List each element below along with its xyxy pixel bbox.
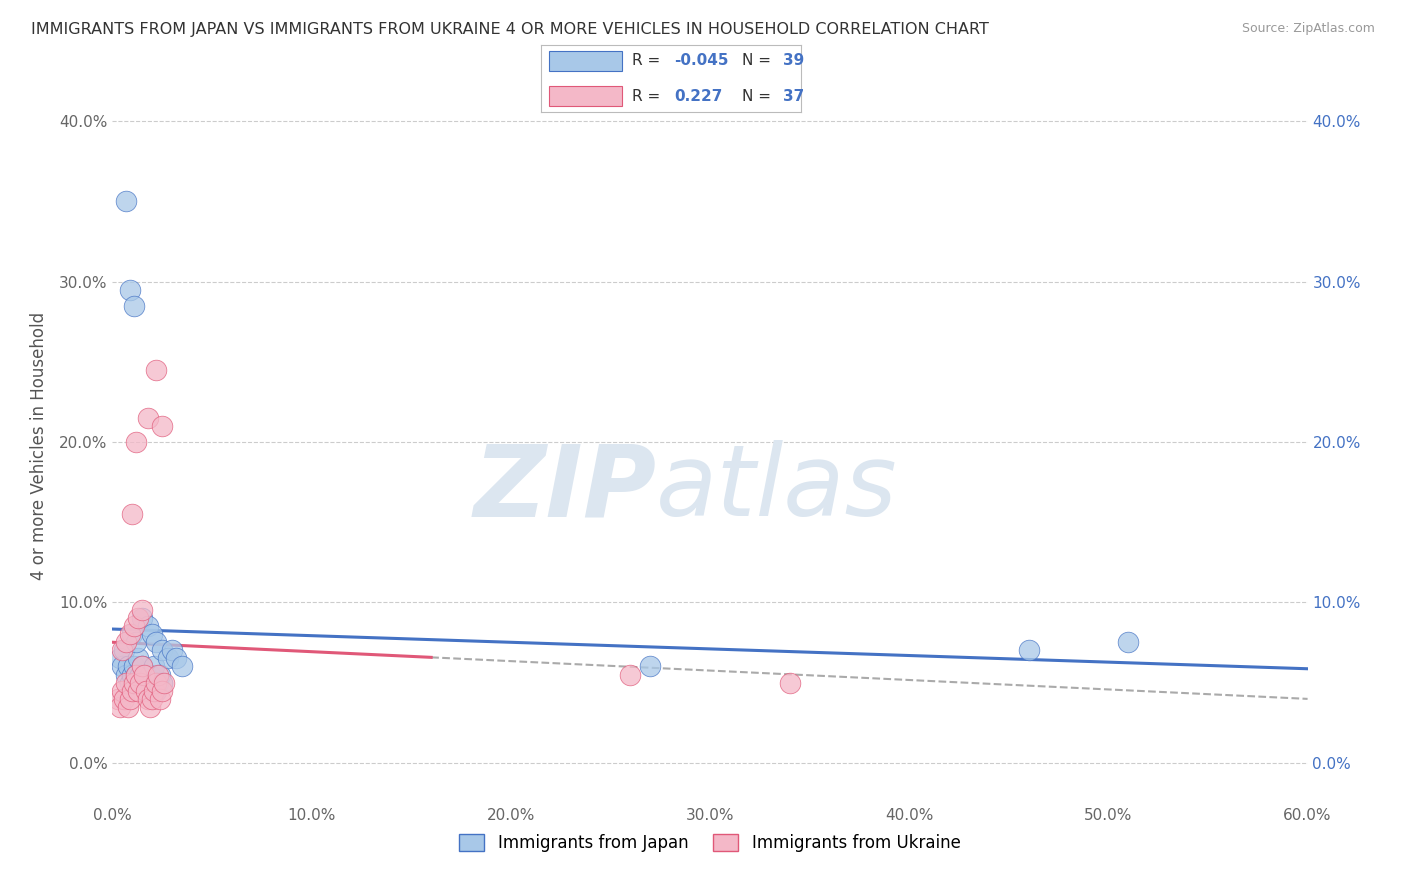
Point — [150, 683, 173, 698]
Point — [125, 667, 148, 681]
Text: N =: N = — [741, 54, 776, 68]
Text: 39: 39 — [783, 54, 804, 68]
Point — [145, 363, 167, 377]
Point — [124, 619, 146, 633]
Point — [120, 675, 142, 690]
Point — [1118, 635, 1140, 649]
Point — [619, 667, 641, 681]
Point — [150, 675, 173, 690]
Point — [111, 683, 134, 698]
Point — [150, 419, 173, 434]
Point — [138, 683, 160, 698]
Point — [145, 683, 167, 698]
Point — [124, 675, 146, 690]
Text: 37: 37 — [783, 88, 804, 103]
Point — [117, 699, 139, 714]
Point — [111, 643, 134, 657]
Point — [150, 643, 173, 657]
Point — [143, 683, 166, 698]
Point — [141, 627, 163, 641]
Point — [157, 651, 180, 665]
Bar — [550, 87, 621, 106]
Point — [145, 635, 167, 649]
Point — [121, 683, 143, 698]
Point — [149, 691, 172, 706]
Text: N =: N = — [741, 88, 776, 103]
Text: -0.045: -0.045 — [673, 54, 728, 68]
Point — [145, 675, 167, 690]
Point — [115, 194, 138, 209]
Point — [141, 675, 163, 690]
Text: ZIP: ZIP — [474, 441, 657, 537]
Point — [135, 683, 157, 698]
Point — [124, 299, 146, 313]
Text: 0.227: 0.227 — [673, 88, 723, 103]
Point — [124, 659, 146, 673]
Point — [640, 659, 662, 673]
Text: R =: R = — [633, 88, 665, 103]
Point — [131, 659, 153, 673]
Point — [148, 675, 170, 690]
Point — [114, 643, 135, 657]
Point — [125, 435, 148, 450]
Point — [143, 659, 166, 673]
Point — [121, 627, 143, 641]
Y-axis label: 4 or more Vehicles in Household: 4 or more Vehicles in Household — [30, 312, 48, 580]
Point — [131, 603, 153, 617]
Point — [1018, 643, 1040, 657]
Text: IMMIGRANTS FROM JAPAN VS IMMIGRANTS FROM UKRAINE 4 OR MORE VEHICLES IN HOUSEHOLD: IMMIGRANTS FROM JAPAN VS IMMIGRANTS FROM… — [31, 22, 988, 37]
Point — [111, 659, 134, 673]
Point — [125, 635, 148, 649]
Bar — [550, 52, 621, 71]
Point — [134, 675, 156, 690]
Point — [141, 691, 163, 706]
Point — [135, 667, 157, 681]
Point — [129, 667, 152, 681]
Point — [121, 507, 143, 521]
Point — [107, 691, 129, 706]
Point — [153, 675, 176, 690]
Text: Source: ZipAtlas.com: Source: ZipAtlas.com — [1241, 22, 1375, 36]
Point — [127, 611, 149, 625]
Point — [165, 651, 187, 665]
Point — [117, 659, 139, 673]
Legend: Immigrants from Japan, Immigrants from Ukraine: Immigrants from Japan, Immigrants from U… — [453, 827, 967, 859]
Point — [138, 619, 160, 633]
Point — [779, 675, 801, 690]
Point — [139, 699, 162, 714]
Point — [114, 691, 135, 706]
Point — [127, 683, 149, 698]
Point — [127, 651, 149, 665]
Point — [120, 691, 142, 706]
Point — [138, 411, 160, 425]
Point — [139, 667, 162, 681]
Point — [148, 667, 170, 681]
Point — [138, 691, 160, 706]
Point — [120, 283, 142, 297]
Point — [115, 635, 138, 649]
Point — [121, 667, 143, 681]
Text: R =: R = — [633, 54, 665, 68]
Point — [115, 667, 138, 681]
Point — [115, 675, 138, 690]
Point — [172, 659, 194, 673]
Point — [110, 699, 132, 714]
Point — [131, 611, 153, 625]
Point — [125, 667, 148, 681]
Point — [129, 675, 152, 690]
Text: atlas: atlas — [657, 441, 898, 537]
Point — [120, 627, 142, 641]
Point — [131, 659, 153, 673]
Point — [134, 667, 156, 681]
Point — [162, 643, 183, 657]
Point — [110, 651, 132, 665]
Point — [149, 667, 172, 681]
